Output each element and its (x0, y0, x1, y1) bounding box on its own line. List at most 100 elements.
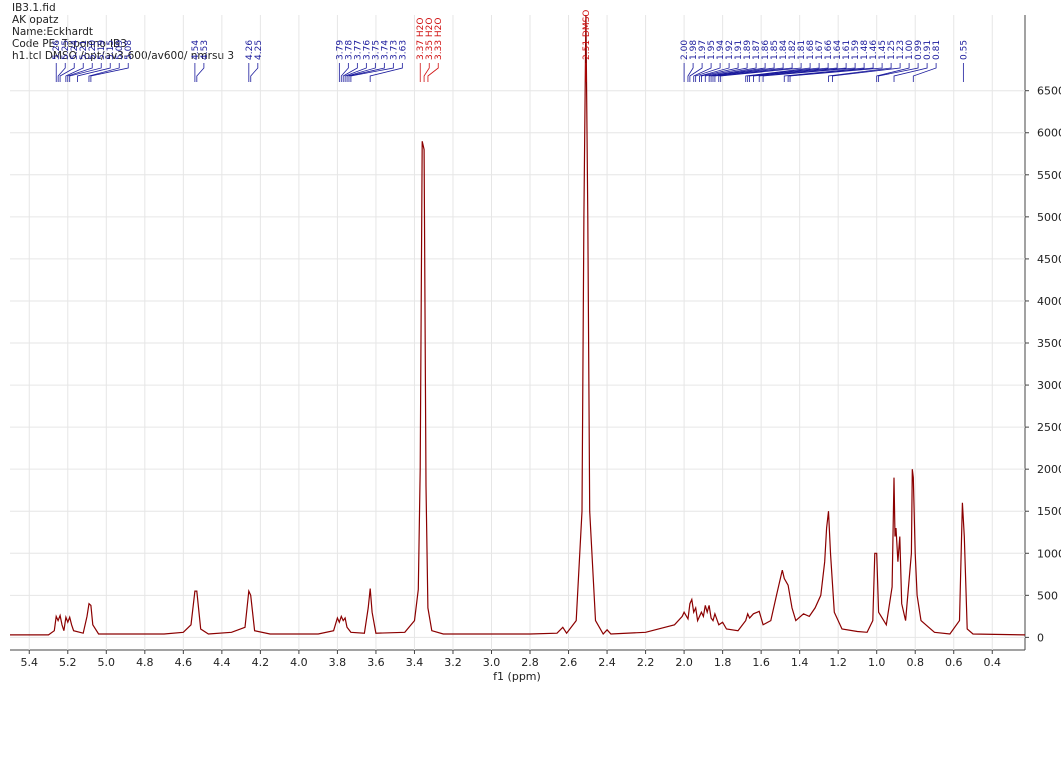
y-tick-label: 3500 (1037, 337, 1061, 350)
x-tick-label: 2.0 (675, 656, 693, 669)
y-tick-label: 3000 (1037, 379, 1061, 392)
peak-label: 3.74 (380, 40, 390, 60)
x-tick-label: 4.6 (175, 656, 193, 669)
peak-label: 1.64 (833, 40, 843, 60)
y-tick-label: 4000 (1037, 295, 1061, 308)
peak-label: 1.86 (761, 40, 771, 60)
peak-label: 1.68 (806, 40, 816, 60)
x-tick-label: 4.0 (290, 656, 308, 669)
peak-connector (348, 63, 385, 82)
peak-connector (699, 63, 730, 82)
peak-connector (340, 63, 349, 82)
peak-label: 1.46 (869, 40, 879, 60)
peak-connector (342, 63, 358, 82)
y-tick-label: 5000 (1037, 211, 1061, 224)
y-tick-label: 5500 (1037, 169, 1061, 182)
peak-label: 1.45 (878, 40, 888, 60)
peak-connector (828, 63, 892, 82)
y-tick-label: 6000 (1037, 127, 1061, 140)
peak-connector (747, 63, 820, 82)
x-tick-label: 3.8 (329, 656, 347, 669)
y-tick-label: 0 (1037, 631, 1044, 644)
peak-label: 0.81 (932, 40, 942, 60)
peak-connector (250, 63, 259, 82)
y-tick-label: 2500 (1037, 421, 1061, 434)
peak-connector (77, 63, 111, 82)
peak-label: 1.97 (698, 40, 708, 60)
x-tick-label: 4.8 (136, 656, 154, 669)
peak-connector (59, 63, 75, 82)
peak-connector (346, 63, 376, 82)
peak-connector (893, 63, 928, 82)
peak-connector (196, 63, 205, 82)
x-tick-label: 2.2 (637, 656, 655, 669)
peak-label: 4.53 (200, 40, 210, 60)
peak-label: 1.66 (824, 40, 834, 60)
peak-label: 3.35 H2O (425, 18, 435, 60)
peak-label: 1.48 (860, 40, 870, 60)
peak-label: 0.91 (923, 40, 933, 60)
peak-label: 0.55 (959, 40, 969, 60)
peak-connector (57, 63, 66, 82)
peak-label: 1.59 (851, 40, 861, 60)
x-tick-label: 1.6 (752, 656, 770, 669)
peak-connector (832, 63, 901, 82)
peak-label: 1.23 (896, 40, 906, 60)
peak-connector (369, 63, 403, 82)
peak-connector (787, 63, 874, 82)
peak-connector (762, 63, 856, 82)
peak-label: 5.20 (88, 40, 98, 60)
peak-label: 5.19 (97, 40, 107, 60)
peak-label: 0.99 (914, 40, 924, 60)
x-tick-label: 4.4 (213, 656, 231, 669)
header-line: Code PE: Teponno-IB3 (12, 38, 127, 50)
x-tick-label: 4.2 (252, 656, 270, 669)
peak-connector (88, 63, 120, 82)
peak-label: 1.94 (716, 40, 726, 60)
peak-connector (701, 63, 739, 82)
peak-connector (65, 63, 84, 82)
peak-label: 5.08 (124, 40, 134, 60)
peak-connector (745, 63, 811, 82)
peak-label: 5.21 (79, 40, 89, 60)
peak-label: 5.26 (52, 40, 62, 60)
peak-connector (749, 63, 829, 82)
header-line: AK opatz (12, 14, 59, 26)
y-tick-label: 1000 (1037, 547, 1061, 560)
peak-label: 1.91 (734, 40, 744, 60)
spectrum-line (10, 15, 1025, 636)
peak-label: 3.75 (371, 40, 381, 60)
peak-label: 5.24 (70, 40, 80, 60)
x-tick-label: 5.0 (98, 656, 116, 669)
peak-connector (758, 63, 847, 82)
peak-label: 3.79 (335, 40, 345, 60)
peak-label: 3.77 (353, 40, 363, 60)
peak-connector (708, 63, 757, 82)
x-tick-label: 5.4 (21, 656, 39, 669)
peak-label: 5.25 (61, 40, 71, 60)
y-tick-label: 4500 (1037, 253, 1061, 266)
peak-connector (427, 63, 439, 82)
x-tick-label: 1.2 (829, 656, 847, 669)
peak-label: 4.54 (191, 40, 201, 60)
peak-label: 2.00 (680, 40, 690, 60)
peak-connector (693, 63, 712, 82)
peak-label: 1.00 (905, 40, 915, 60)
peak-connector (878, 63, 919, 82)
peak-label: 1.82 (788, 40, 798, 60)
peak-label: 1.95 (707, 40, 717, 60)
x-tick-label: 1.8 (714, 656, 732, 669)
peak-label: 4.25 (254, 40, 264, 60)
peak-connector (69, 63, 102, 82)
peak-label: 3.78 (344, 40, 354, 60)
peak-label: 1.81 (797, 40, 807, 60)
x-tick-label: 3.0 (483, 656, 501, 669)
y-tick-label: 1500 (1037, 505, 1061, 518)
peak-connector (714, 63, 784, 82)
peak-connector (912, 63, 937, 82)
peak-label: 1.89 (743, 40, 753, 60)
peak-connector (90, 63, 129, 82)
peak-connector (350, 63, 394, 82)
x-tick-label: 0.8 (906, 656, 924, 669)
